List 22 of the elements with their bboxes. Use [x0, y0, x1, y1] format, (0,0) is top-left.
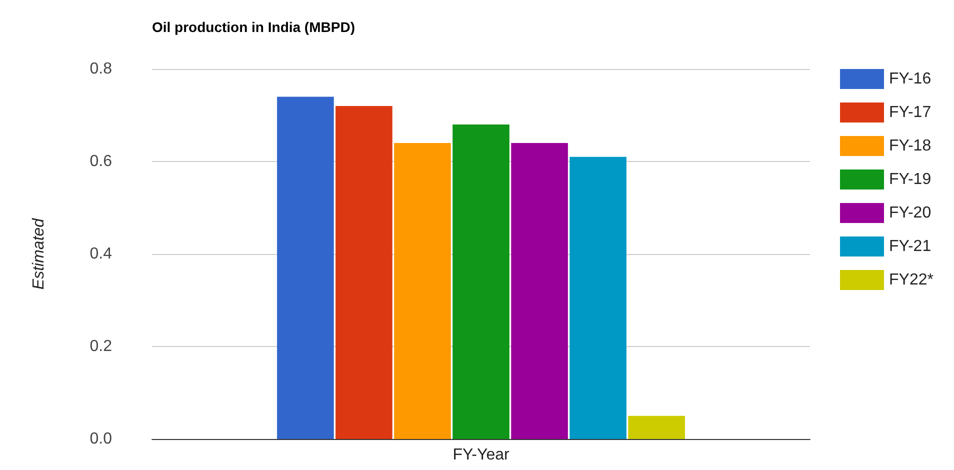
bar [511, 143, 568, 439]
legend-label: FY-19 [889, 171, 932, 188]
bar [452, 124, 510, 439]
legend-label: FY-18 [889, 138, 932, 154]
x-tick-label: FY-Year [452, 446, 510, 464]
y-axis-title: Estimated [30, 217, 48, 290]
legend-label: FY-17 [889, 104, 932, 121]
bar [394, 143, 451, 439]
chart-title: Oil production in India (MBPD) [152, 19, 355, 35]
y-tick-label: 0.4 [90, 246, 112, 262]
bar [277, 96, 334, 439]
y-tick-label: 0.2 [90, 338, 112, 355]
legend-label: FY-16 [889, 70, 932, 88]
bar [628, 416, 685, 439]
legend-label: FY-21 [889, 238, 932, 255]
bar [336, 106, 392, 439]
bar [570, 156, 626, 439]
y-tick-label: 0.6 [90, 153, 112, 170]
legend-label: FY-20 [889, 204, 932, 222]
y-tick-label: 0.8 [90, 60, 112, 78]
legend-label: FY22* [889, 272, 934, 288]
y-tick-label: 0.0 [90, 430, 112, 448]
